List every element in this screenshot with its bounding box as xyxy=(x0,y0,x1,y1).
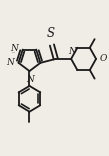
Text: ..: .. xyxy=(12,49,15,54)
Text: N: N xyxy=(68,47,76,56)
Text: O: O xyxy=(100,54,107,63)
Text: S: S xyxy=(47,27,55,40)
Text: N: N xyxy=(26,75,34,83)
Text: N: N xyxy=(6,58,14,67)
Text: N: N xyxy=(10,44,18,53)
